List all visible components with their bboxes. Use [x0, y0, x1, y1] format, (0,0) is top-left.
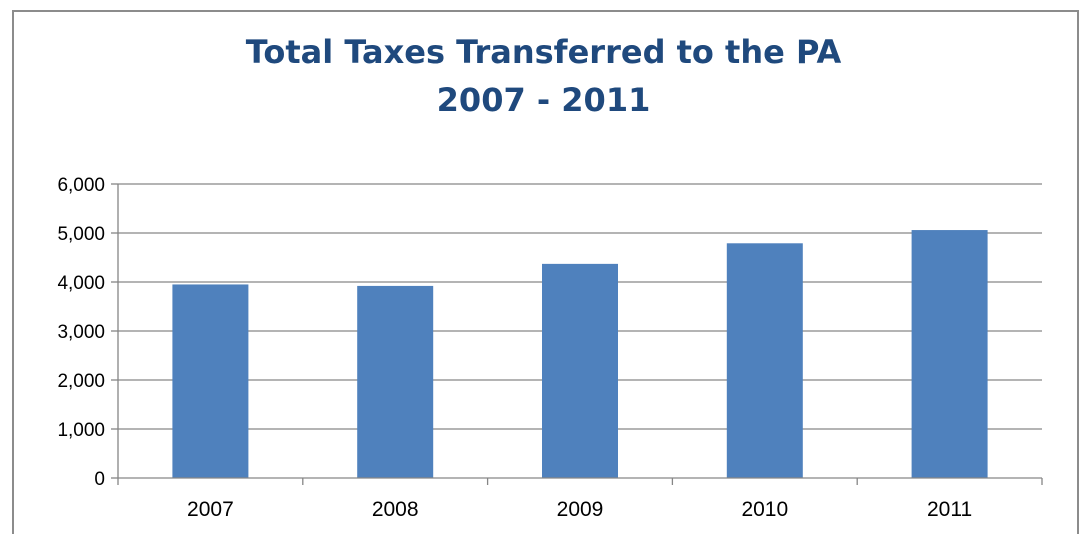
x-tick-label: 2009 [557, 498, 604, 521]
axes [111, 183, 1043, 485]
bar-2011 [911, 230, 988, 478]
bars [172, 230, 988, 478]
bar-2010 [726, 243, 803, 478]
y-tick-label: 2,000 [57, 371, 105, 392]
axis-labels: 0 1,000 2,000 3,000 4,000 5,000 6,000 2007 2008 2… [57, 175, 972, 521]
y-tick-label: 1,000 [57, 420, 105, 441]
y-tick-label: 0 [94, 469, 105, 490]
x-tick-label: 2011 [927, 498, 972, 521]
chart-title: Total Taxes Transferred to the PA 2007 -… [0, 28, 1087, 124]
x-tick-label: 2007 [187, 498, 234, 521]
y-tick-label: 3,000 [57, 322, 105, 343]
bar-2007 [172, 284, 249, 478]
x-tick-label: 2008 [372, 498, 419, 521]
x-tick-label: 2010 [741, 498, 788, 521]
y-tick-label: 6,000 [57, 175, 105, 196]
chart-title-line2: 2007 - 2011 [436, 81, 651, 119]
y-tick-label: 5,000 [57, 224, 105, 245]
bar-2008 [357, 285, 434, 478]
y-tick-label: 4,000 [57, 273, 105, 294]
chart-title-line1: Total Taxes Transferred to the PA [245, 33, 842, 71]
bar-2009 [542, 263, 618, 478]
